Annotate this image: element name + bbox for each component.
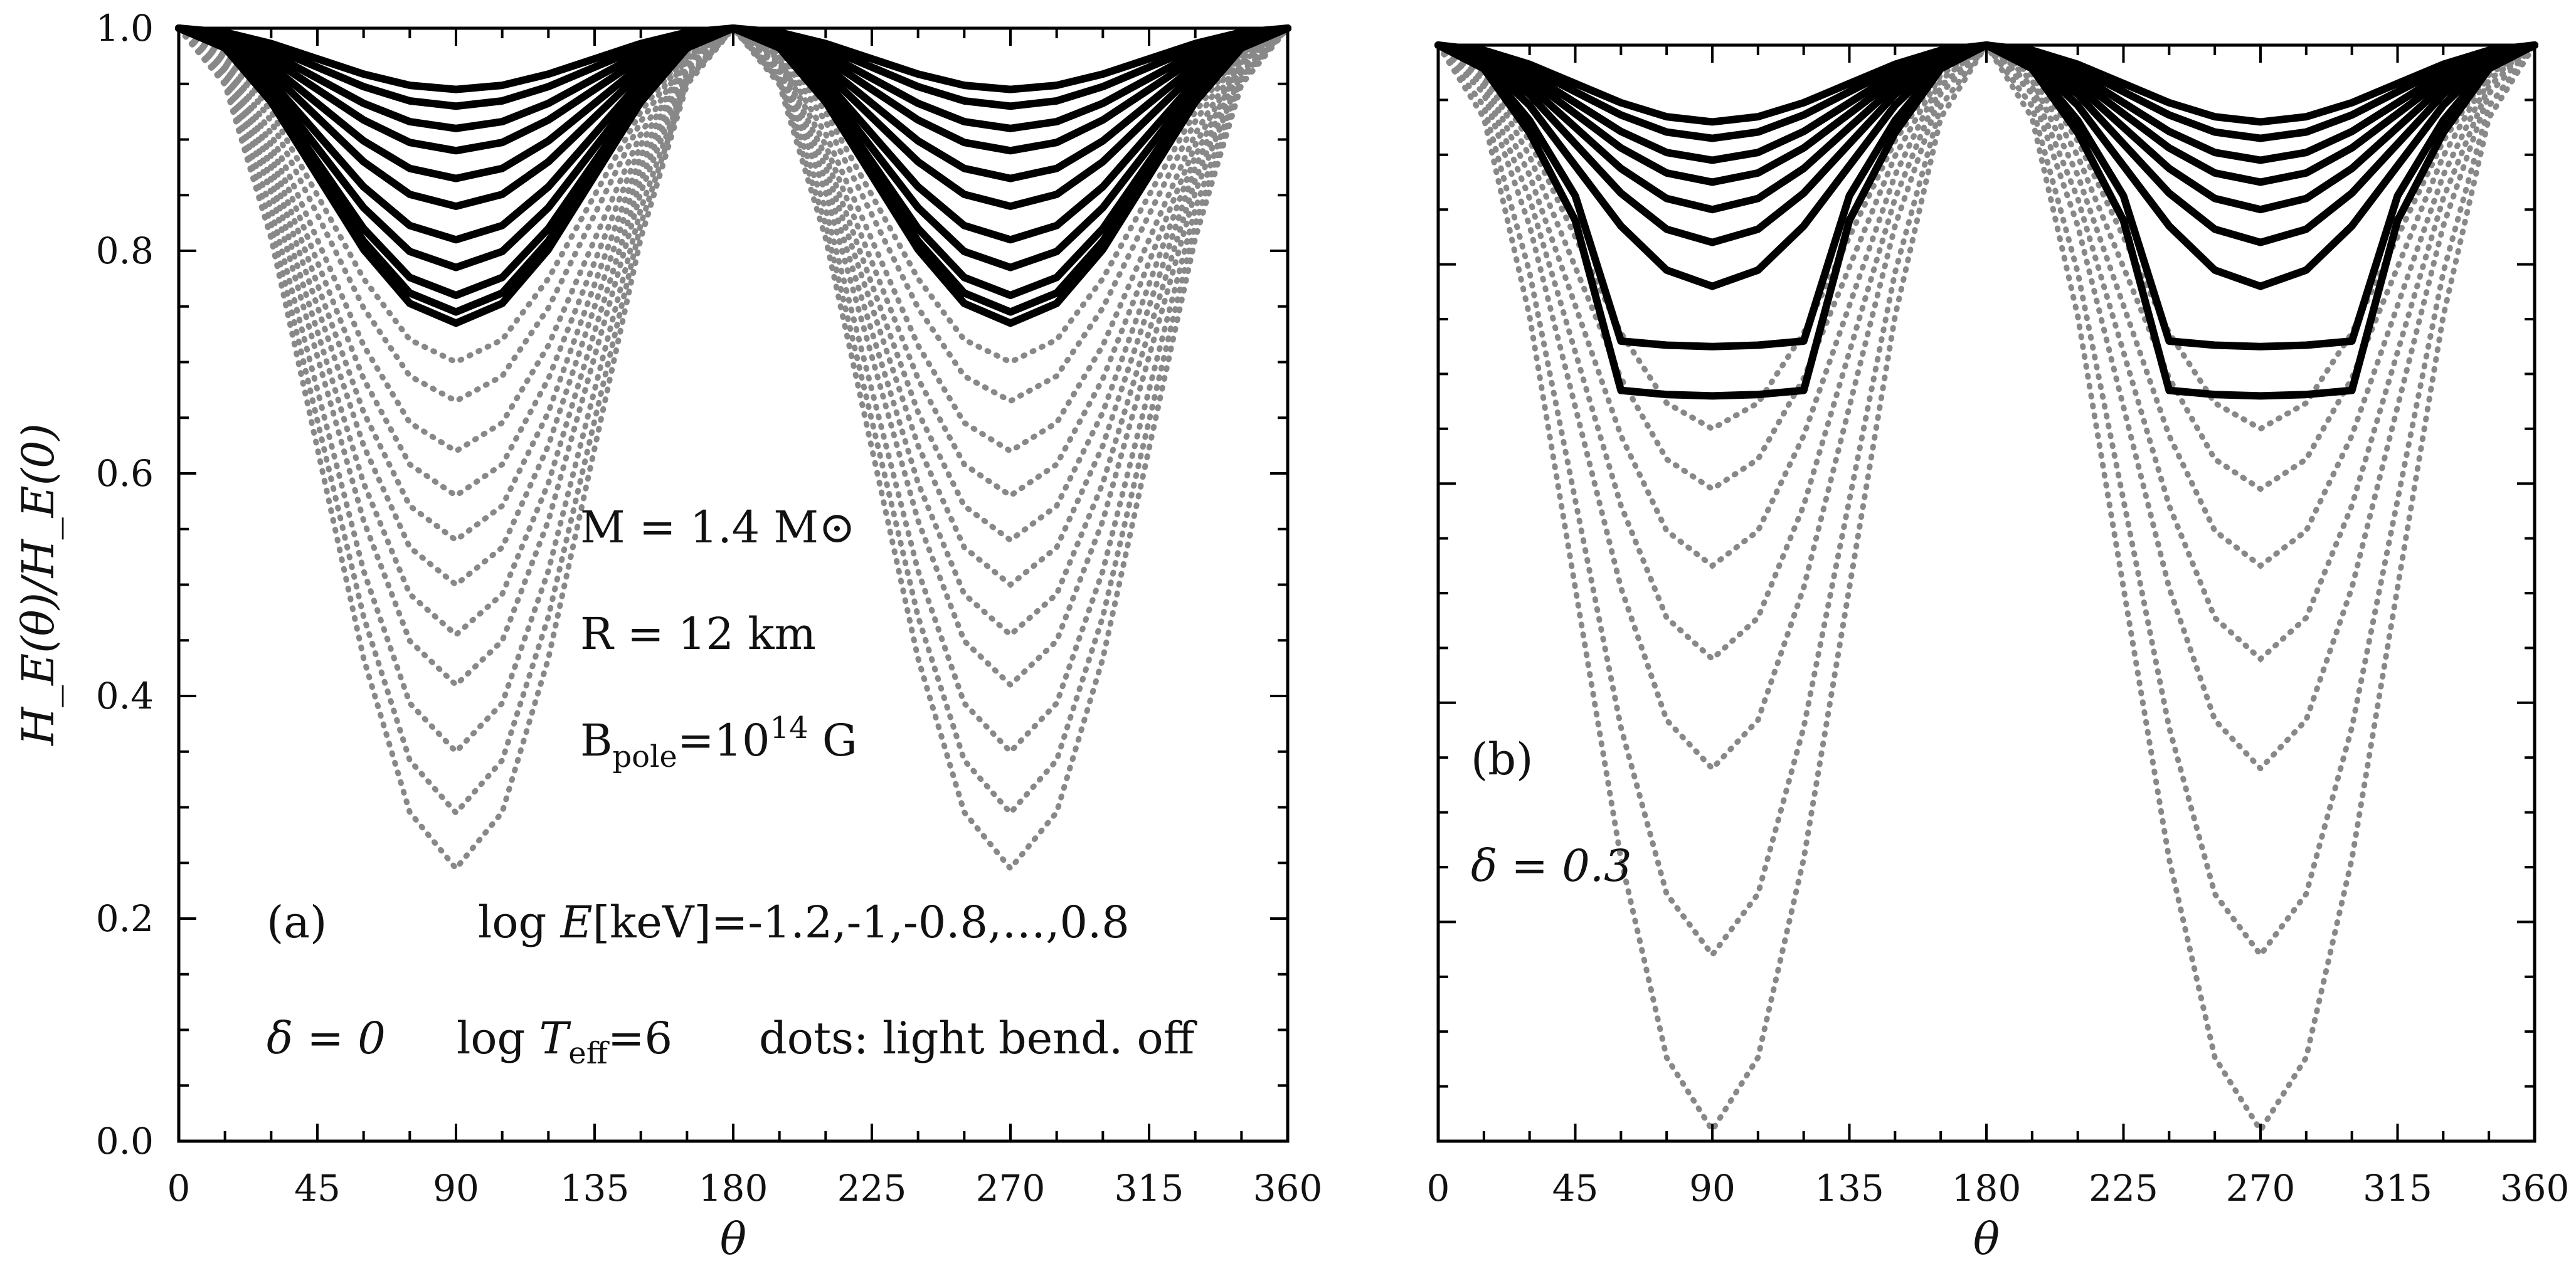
energy-prefix: log <box>478 897 561 948</box>
teff-prefix: log <box>457 1013 539 1064</box>
dotted-series-logE=-0.2 <box>176 24 1291 589</box>
dotted-series-logE=-0.2 <box>1435 40 2538 960</box>
field-annotation: Bpole=1014 G <box>580 710 857 774</box>
teff-sub: eff <box>568 1036 609 1071</box>
field-unit: G <box>808 715 857 766</box>
dotted-series-logE=-0.6 <box>1435 41 2538 663</box>
delta-a-annotation: δ = 0 <box>267 1013 386 1064</box>
y-axis-label: H_E(θ)/H_E(0) <box>13 423 64 747</box>
x-tick-label: 180 <box>699 1167 768 1210</box>
solid-series-logE=-0.6 <box>1434 41 2538 186</box>
y-tick-label: 0.4 <box>96 675 154 717</box>
x-tick-label: 225 <box>837 1167 907 1210</box>
solid-series-logE=0.8 <box>175 24 1291 327</box>
dots-note: dots: light bend. off <box>759 1013 1197 1064</box>
panel-b-x-tick-labels: 0 45 90 135 180 225 270 315 360 <box>1427 1167 2570 1210</box>
field-sup: 14 <box>770 710 808 746</box>
y-tick-label: 0.2 <box>96 897 154 940</box>
panel-b-curves <box>1434 40 2538 1136</box>
panel-b-frame <box>1436 43 2536 1143</box>
teff-annotation: log Teff=6 <box>457 1013 672 1071</box>
x-tick-label: 0 <box>1427 1167 1450 1210</box>
x-tick-label: 270 <box>976 1167 1046 1210</box>
field-base: B <box>580 715 612 766</box>
panel-a-label: (a) <box>267 897 327 948</box>
x-tick-label: 135 <box>1815 1167 1884 1210</box>
x-axis-label-b: θ <box>1973 1213 2000 1265</box>
y-tick-label: 0.8 <box>96 229 154 272</box>
x-tick-label: 360 <box>2500 1167 2570 1210</box>
mass-annotation: M = 1.4 M⊙ <box>580 502 856 553</box>
panel-a-ticks <box>178 27 1289 1142</box>
x-tick-label: 315 <box>2363 1167 2432 1210</box>
x-tick-label: 315 <box>1115 1167 1184 1210</box>
panel-b-ticks <box>1437 44 2536 1142</box>
solid-series-logE=-0.4 <box>1434 41 2538 214</box>
x-tick-label: 135 <box>560 1167 630 1210</box>
x-tick-label: 45 <box>294 1167 341 1210</box>
panel-b: 0 45 90 135 180 225 270 315 360 θ (b) δ … <box>1427 40 2570 1265</box>
delta-b-annotation: δ = 0.3 <box>1471 840 1632 892</box>
x-tick-label: 0 <box>167 1167 191 1210</box>
energy-var: E <box>559 897 593 948</box>
x-tick-label: 45 <box>1552 1167 1599 1210</box>
x-tick-label: 270 <box>2226 1167 2296 1210</box>
x-tick-label: 360 <box>1253 1167 1323 1210</box>
x-axis-label: θ <box>720 1213 746 1265</box>
x-tick-label: 90 <box>1689 1167 1736 1210</box>
panel-a-x-tick-labels: 0 45 90 135 180 225 270 315 360 <box>167 1167 1323 1210</box>
solid-series-logE=-0.2 <box>1434 41 2538 246</box>
teff-value: =6 <box>608 1013 672 1064</box>
y-tick-label: 0.6 <box>96 452 154 495</box>
y-tick-label: 0.0 <box>96 1120 154 1162</box>
x-tick-label: 90 <box>433 1167 479 1210</box>
energy-values: [keV]=-1.2,-1,-0.8,…,0.8 <box>593 897 1130 948</box>
solid-series-logE=0.0 <box>1434 41 2538 290</box>
panel-a: 0 45 90 135 180 225 270 315 360 0.0 0.2 … <box>13 7 1322 1265</box>
dotted-series-logE=-1.0 <box>1435 41 2538 493</box>
x-tick-label: 225 <box>2089 1167 2158 1210</box>
field-mid: =10 <box>677 715 770 766</box>
dotted-series-logE=-0.8 <box>176 24 1291 455</box>
teff-var: T <box>539 1013 571 1064</box>
y-tick-label: 1.0 <box>96 7 154 50</box>
radius-annotation: R = 12 km <box>580 608 816 660</box>
field-sub: pole <box>612 739 677 774</box>
energy-annotation: log E[keV]=-1.2,-1,-0.8,…,0.8 <box>478 897 1130 948</box>
panel-b-label: (b) <box>1471 734 1533 785</box>
x-tick-label: 180 <box>1952 1167 2022 1210</box>
panel-a-y-tick-labels: 0.0 0.2 0.4 0.6 0.8 1.0 <box>96 7 154 1162</box>
dotted-series-logE=-0.6 <box>176 24 1291 499</box>
